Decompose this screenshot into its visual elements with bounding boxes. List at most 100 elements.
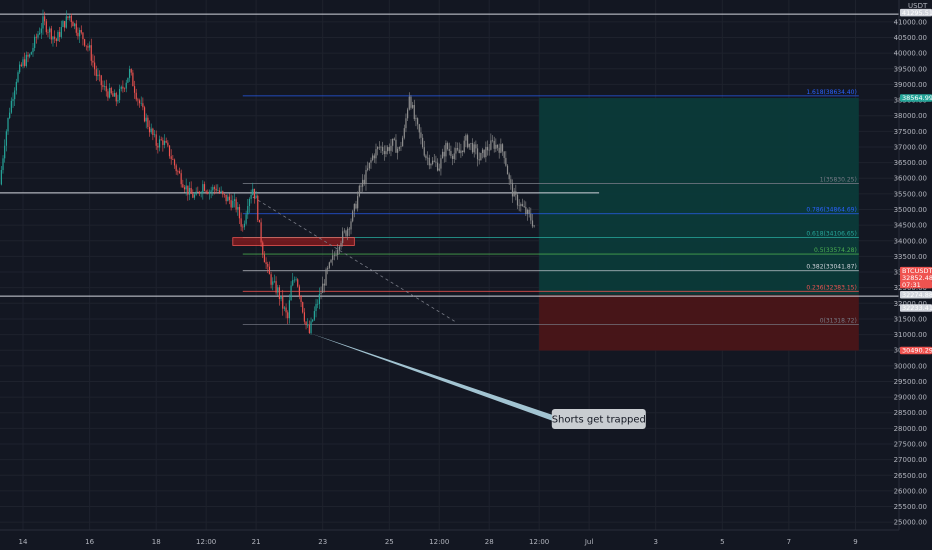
- candle-body: [128, 69, 131, 78]
- candle-body: [125, 82, 127, 89]
- price-badge-text: 32233.41: [902, 304, 932, 312]
- fib-level-label: 0.5(33574.28): [814, 247, 857, 254]
- candle-body: [217, 190, 219, 192]
- candle-body: [263, 254, 266, 263]
- candle-body: [32, 47, 34, 53]
- candle-body: [225, 194, 227, 202]
- candle-body: [173, 159, 176, 166]
- candle-body: [117, 100, 119, 102]
- candle-body: [102, 85, 104, 87]
- price-tick-label: 34500.00: [894, 222, 927, 230]
- candle-body: [108, 87, 111, 98]
- candle-body: [215, 188, 217, 191]
- fibonacci-levels[interactable]: 1.618(38634.40) 1(35830.25) 0.786(34864.69…: [242, 89, 859, 326]
- price-tick-label: 36000.00: [894, 175, 927, 183]
- candle-body: [413, 105, 415, 120]
- candle-body: [292, 280, 294, 286]
- candle-body: [458, 149, 460, 154]
- candle-body: [69, 15, 71, 19]
- price-badge-text: 41295.51: [902, 9, 932, 17]
- candle-body: [350, 221, 352, 230]
- price-tick-label: 25500.00: [894, 503, 927, 511]
- candle-body: [7, 117, 9, 132]
- candle-body: [357, 196, 359, 209]
- candle-body: [508, 174, 510, 180]
- candle-body: [277, 287, 279, 293]
- candle-body: [456, 148, 459, 150]
- candle-body: [441, 151, 444, 159]
- candle-body: [368, 162, 370, 169]
- candle-body: [287, 312, 289, 319]
- price-badge: [900, 8, 932, 17]
- candle-body: [127, 77, 129, 83]
- candle-body: [208, 191, 211, 194]
- candle-body: [428, 157, 430, 166]
- candle-body: [255, 195, 257, 199]
- trend-line-group[interactable]: [252, 196, 457, 323]
- price-badge-text: 38564.99: [902, 94, 932, 102]
- candle-body: [308, 325, 310, 333]
- candle-body: [431, 160, 434, 165]
- candle-body: [258, 219, 261, 223]
- candle-body: [483, 149, 485, 158]
- candle-body: [533, 225, 535, 227]
- candle-body: [153, 134, 156, 136]
- candle-body: [285, 307, 287, 313]
- candle-body: [142, 103, 144, 108]
- annotation-callout[interactable]: Shorts get trapped: [309, 333, 646, 429]
- price-badge-text: BTCUSDTPERP: [902, 267, 932, 275]
- candle-body: [303, 312, 305, 322]
- callout-box[interactable]: [551, 408, 646, 429]
- candle-body: [20, 64, 22, 66]
- horizontal-lines[interactable]: [0, 13, 899, 297]
- candle-body: [2, 158, 4, 171]
- candle-body: [74, 23, 76, 27]
- candle-body: [333, 255, 335, 256]
- candle-body: [212, 187, 214, 191]
- supply-zone-box[interactable]: [232, 237, 355, 246]
- candle-body: [192, 193, 194, 198]
- price-badge-text: 30490.29: [902, 347, 932, 355]
- candle-body: [307, 325, 309, 326]
- time-tick-label: 5: [720, 538, 724, 546]
- candle-body: [430, 164, 432, 166]
- price-tick-label: 28000.00: [894, 425, 927, 433]
- candle-body: [463, 140, 465, 153]
- candle-body: [30, 52, 32, 55]
- price-badge: [900, 346, 932, 355]
- fib-level-label: 1(35830.25): [820, 177, 857, 184]
- time-tick-label: 12:00: [196, 538, 216, 546]
- position-zones: [539, 98, 859, 351]
- candle-body: [37, 34, 39, 38]
- candle-body: [273, 281, 276, 282]
- candle-body: [187, 185, 189, 195]
- candle-body: [228, 196, 231, 201]
- candle-body: [158, 139, 161, 148]
- candle-body: [178, 171, 181, 174]
- candle-body: [436, 162, 439, 171]
- candle-body: [202, 184, 204, 193]
- candle-body: [385, 151, 387, 155]
- time-tick-label: 14: [19, 538, 28, 546]
- candle-body: [95, 69, 97, 77]
- candle-body: [531, 220, 534, 227]
- candle-body: [213, 187, 216, 189]
- dashed-trend-line[interactable]: [252, 196, 457, 323]
- candle-body: [84, 39, 86, 46]
- price-badge: [900, 94, 932, 102]
- price-badge: [900, 290, 932, 299]
- candle-body: [340, 242, 342, 247]
- price-tick-label: 35500.00: [894, 190, 927, 198]
- candle-body: [297, 279, 299, 287]
- time-axis[interactable]: 14 16 18 12:00 21 23 25 12:00 28 12:00 Jul 3 5 7 9: [0, 529, 899, 546]
- price-badge: [900, 266, 932, 275]
- candle-body: [130, 69, 132, 73]
- candle-body: [415, 118, 417, 120]
- candle-body: [245, 214, 247, 224]
- candle-body: [380, 146, 382, 148]
- zone-box-group[interactable]: [232, 237, 355, 246]
- candle-body: [302, 302, 304, 313]
- candle-body: [298, 286, 300, 296]
- candle-body: [423, 147, 425, 156]
